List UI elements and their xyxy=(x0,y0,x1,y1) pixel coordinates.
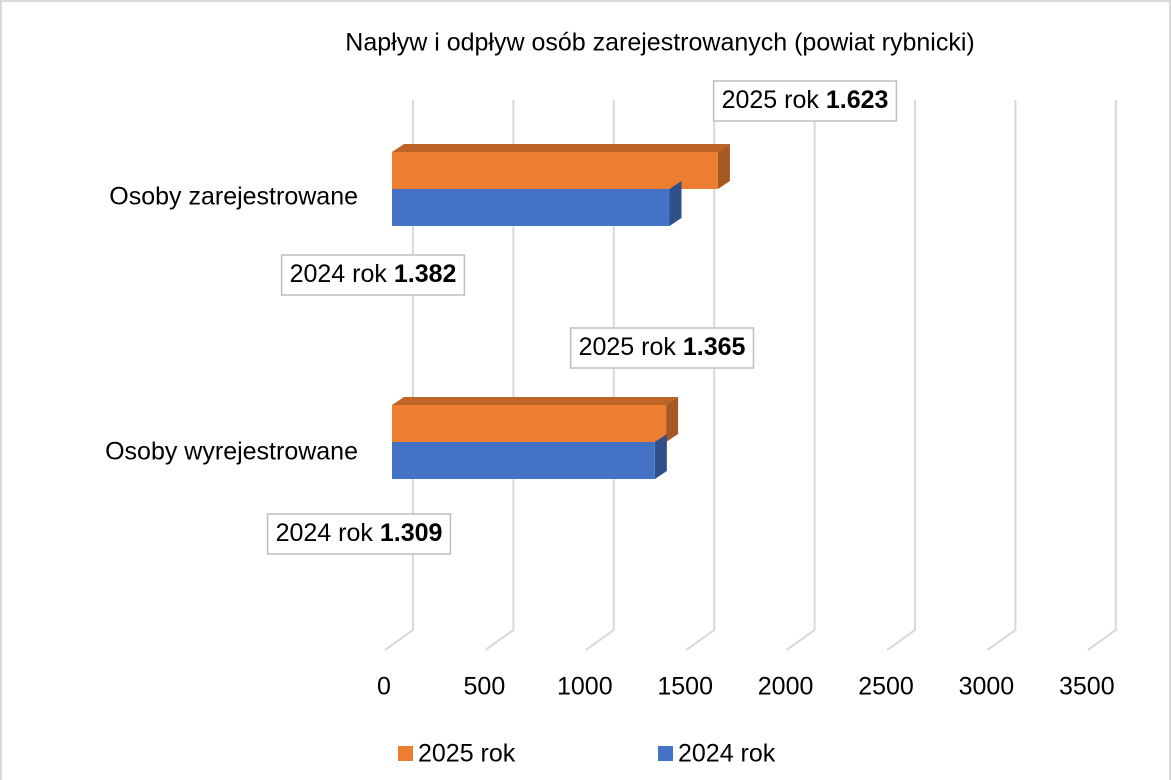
x-tick-label: 1500 xyxy=(657,673,713,701)
grid-line xyxy=(1087,100,1117,651)
data-label: 2025 rok 1.365 xyxy=(579,333,746,361)
grid-line xyxy=(685,100,716,651)
data-label-box xyxy=(266,513,452,555)
chart-title: Napływ i odpływ osób zarejestrowanych (p… xyxy=(345,29,974,57)
legend-label: 2025 rok xyxy=(418,740,516,768)
data-label-value: 1.309 xyxy=(380,519,443,547)
data-label-value: 1.382 xyxy=(394,260,457,288)
data-label: 2024 rok 1.309 xyxy=(276,519,443,547)
x-tick-label: 2000 xyxy=(758,673,814,701)
grid-line xyxy=(986,100,1017,651)
x-tick-label: 2500 xyxy=(858,673,914,701)
grid-line xyxy=(886,100,916,651)
bar-top xyxy=(392,144,730,152)
data-label: 2024 rok 1.382 xyxy=(290,260,457,288)
category-label: Osoby zarejestrowane xyxy=(109,183,358,211)
bar-side xyxy=(654,434,667,479)
data-label-value: 1.365 xyxy=(683,333,746,361)
bar-side xyxy=(669,181,682,226)
bar xyxy=(392,442,655,479)
data-label: 2025 rok 1.623 xyxy=(722,86,889,114)
bar-side xyxy=(717,144,730,189)
bar xyxy=(392,405,667,442)
legend-label: 2024 rok xyxy=(678,740,776,768)
data-label-series: 2025 rok xyxy=(579,333,677,361)
data-label-box xyxy=(712,80,898,122)
x-tick-label: 3000 xyxy=(959,673,1015,701)
x-tick-label: 0 xyxy=(377,673,391,701)
bar xyxy=(392,189,670,226)
data-label-box xyxy=(280,254,466,296)
x-tick-label: 500 xyxy=(464,673,506,701)
data-label-series: 2024 rok xyxy=(290,260,388,288)
bar xyxy=(392,152,718,189)
data-label-series: 2024 rok xyxy=(276,519,374,547)
bar-top xyxy=(392,397,679,405)
bar-side xyxy=(666,397,679,442)
data-label-value: 1.623 xyxy=(826,86,889,114)
data-label-box xyxy=(569,327,755,369)
grid-line xyxy=(786,100,816,651)
legend-swatch xyxy=(398,746,413,761)
x-tick-label: 1000 xyxy=(557,673,613,701)
grid-line xyxy=(484,100,515,651)
legend-swatch xyxy=(658,746,673,761)
grid-line xyxy=(585,100,615,651)
x-tick-label: 3500 xyxy=(1059,673,1115,701)
category-label: Osoby wyrejestrowane xyxy=(105,438,358,466)
data-label-series: 2025 rok xyxy=(722,86,820,114)
